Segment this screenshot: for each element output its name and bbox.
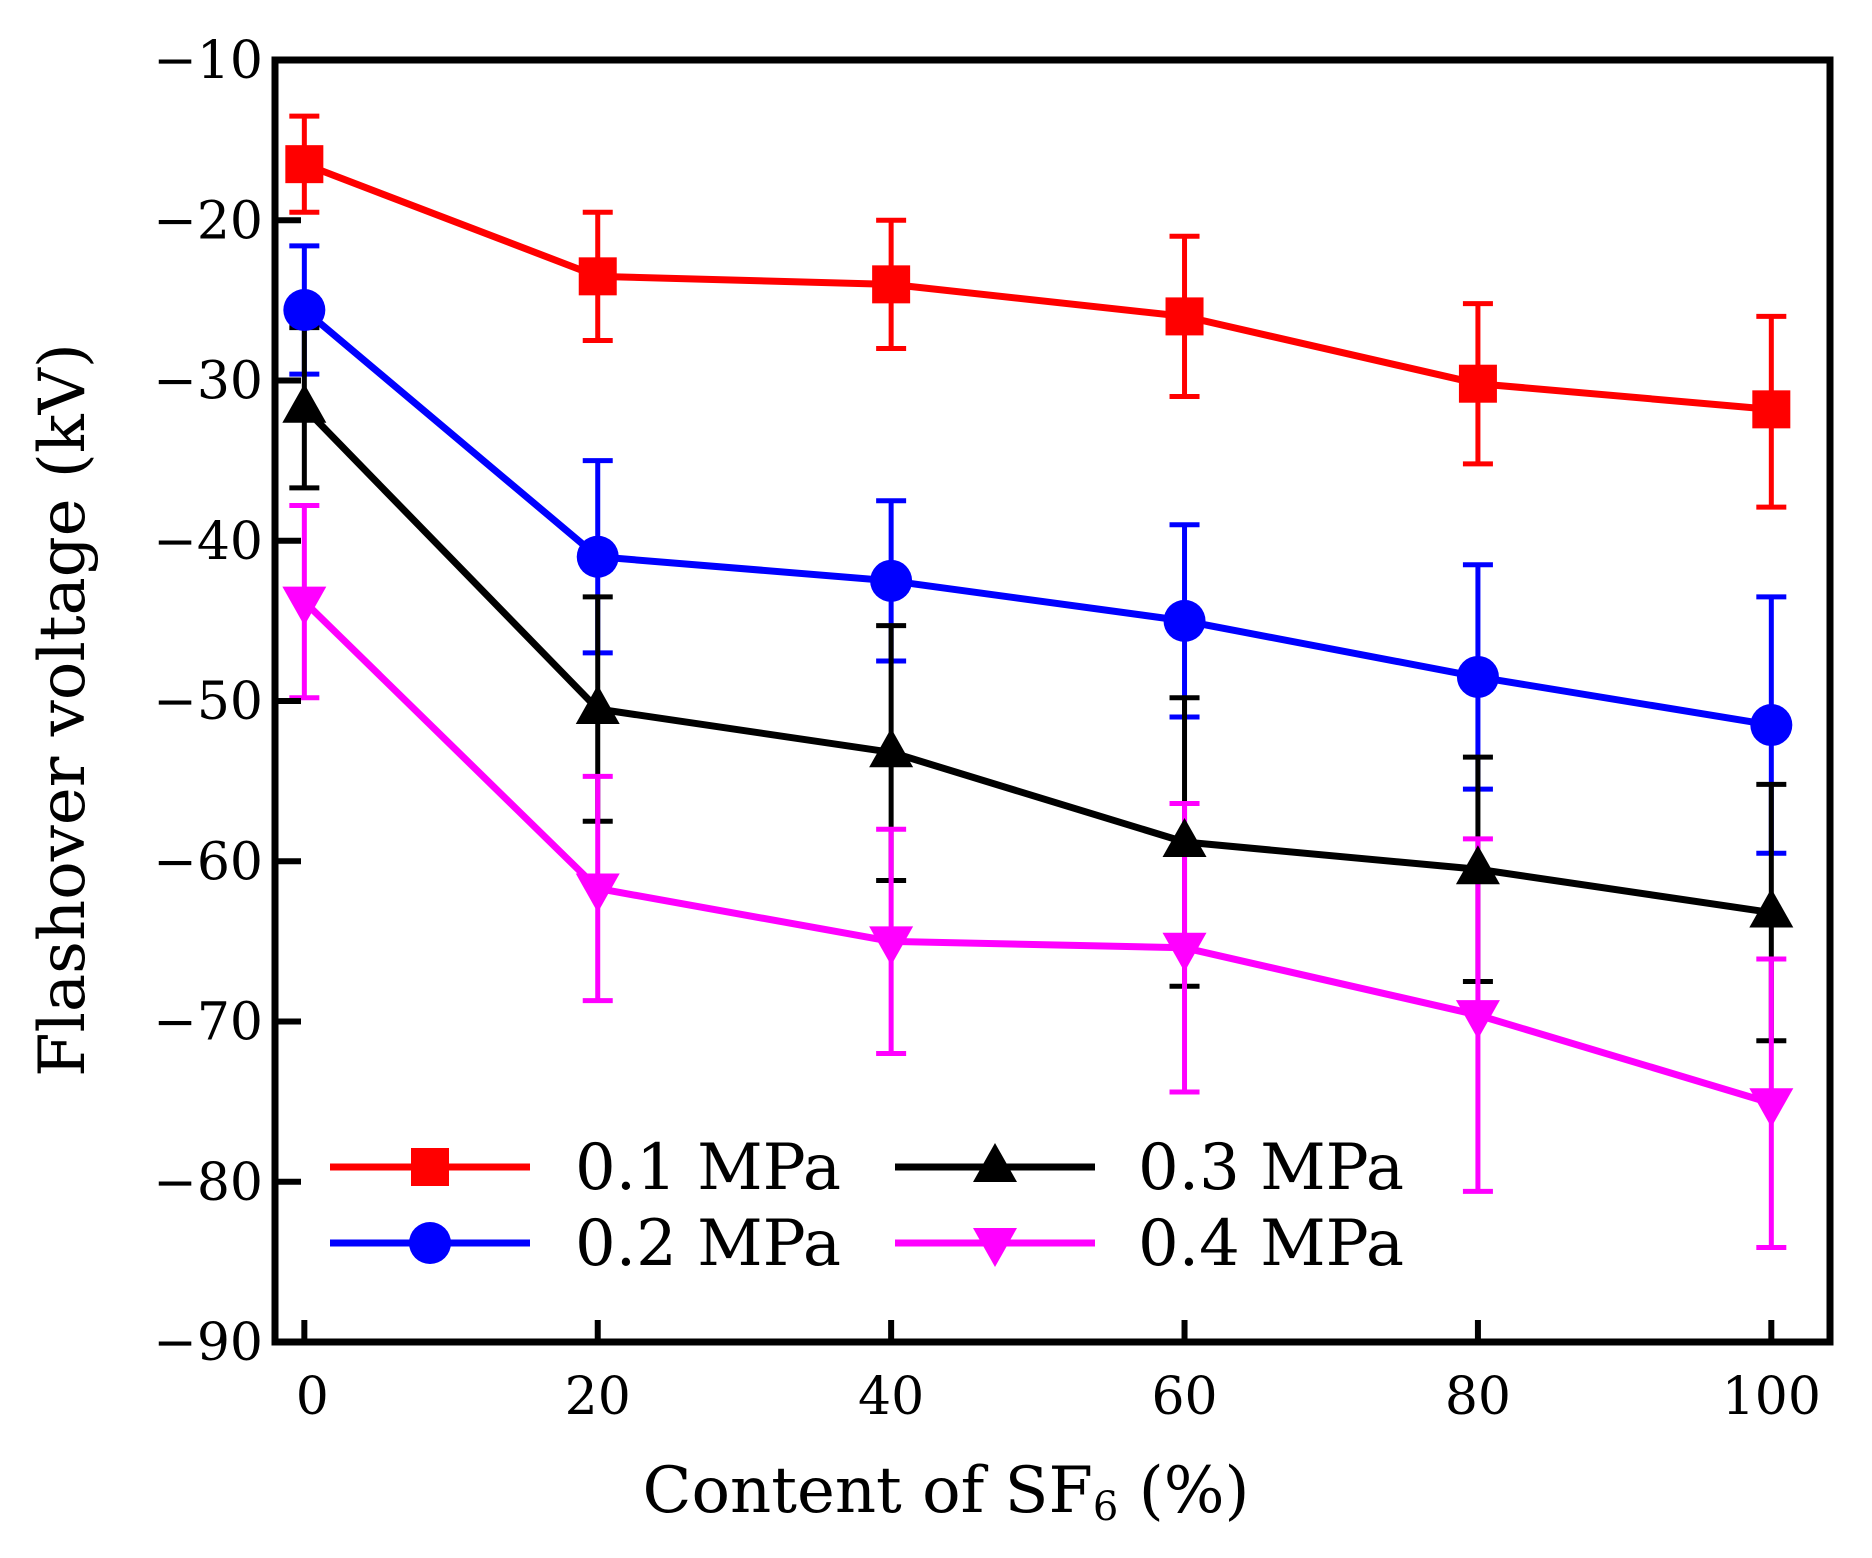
data-point-s1-p4 <box>1165 297 1204 336</box>
data-point-s2-p4 <box>1163 599 1206 642</box>
legend-entry-3: 0.3 MPa <box>895 1131 1404 1205</box>
plot-frame <box>271 56 1834 1346</box>
data-point-s1-p3 <box>872 265 911 304</box>
data-point-s1-p5 <box>1458 364 1497 403</box>
x-axis-title-suffix: (%) <box>1118 1454 1249 1528</box>
plot-area <box>282 113 1794 1250</box>
legend-marker <box>409 1222 451 1264</box>
data-point-s1-p6 <box>1752 390 1791 429</box>
data-point-s3-p5 <box>1455 845 1500 885</box>
data-point-s4-p3 <box>869 926 914 966</box>
legend-entry-2: 0.2 MPa <box>330 1207 841 1281</box>
legend-label: 0.4 MPa <box>1138 1207 1404 1281</box>
y-tick-label-8: −90 <box>153 1313 263 1373</box>
legend-marker <box>973 1143 1017 1182</box>
y-tick-label-4: −50 <box>153 672 263 732</box>
x-tick-label-0: 0 <box>296 1367 329 1427</box>
y-tick-label-2: −30 <box>153 352 263 412</box>
y-tick-label-0: −10 <box>153 31 263 91</box>
data-point-s3-p6 <box>1749 888 1794 928</box>
data-point-s2-p6 <box>1750 704 1793 747</box>
x-axis-title-main: Content of SF <box>643 1454 1093 1528</box>
data-point-s4-p1 <box>282 586 327 626</box>
legend-marker <box>411 1148 449 1186</box>
legend-marker <box>973 1228 1017 1267</box>
legend-label: 0.3 MPa <box>1138 1131 1404 1205</box>
x-tick-label-40: 40 <box>858 1367 924 1427</box>
series-line-1 <box>303 160 1772 413</box>
data-point-s1-p2 <box>578 257 617 296</box>
y-tick-label-1: −20 <box>153 191 263 251</box>
data-point-s4-p6 <box>1749 1088 1794 1128</box>
data-point-s4-p5 <box>1455 1000 1500 1040</box>
series-line-2 <box>302 307 1772 729</box>
data-point-s3-p1 <box>282 383 327 423</box>
series-line-3 <box>301 405 1772 916</box>
x-axis-title-subscript: 6 <box>1093 1484 1118 1530</box>
x-tick-label-80: 80 <box>1445 1367 1511 1427</box>
data-point-s2-p5 <box>1456 655 1499 698</box>
y-tick-label-3: −40 <box>153 512 263 572</box>
legend-label: 0.1 MPa <box>575 1131 841 1205</box>
y-axis-title: Flashover voltage (kV) <box>26 343 100 1077</box>
x-axis-title: Content of SF6 (%) <box>643 1454 1250 1530</box>
data-point-s2-p1 <box>283 288 326 331</box>
legend-entry-1: 0.1 MPa <box>330 1131 841 1205</box>
data-point-s2-p2 <box>576 535 619 578</box>
x-tick-label-60: 60 <box>1151 1367 1217 1427</box>
axes: 0 20 40 60 80 100 −10 −20 −30 −40 −50 −60 −70 −80 −90 <box>153 31 1834 1427</box>
data-point-s1-p1 <box>285 145 324 184</box>
y-tick-label-7: −80 <box>153 1153 263 1213</box>
x-tick-label-20: 20 <box>565 1367 631 1427</box>
y-tick-label-5: −60 <box>153 832 263 892</box>
data-point-s3-p4 <box>1162 818 1207 858</box>
data-point-s4-p2 <box>575 873 620 913</box>
data-point-s2-p3 <box>870 559 913 602</box>
data-point-s3-p2 <box>575 685 620 725</box>
data-point-s3-p3 <box>869 728 914 768</box>
series-line-4 <box>301 599 1773 1107</box>
legend-label: 0.2 MPa <box>575 1207 841 1281</box>
legend-entry-4: 0.4 MPa <box>895 1207 1404 1281</box>
data-point-s4-p4 <box>1162 932 1207 972</box>
y-tick-label-6: −70 <box>153 993 263 1053</box>
x-tick-label-100: 100 <box>1722 1367 1821 1427</box>
